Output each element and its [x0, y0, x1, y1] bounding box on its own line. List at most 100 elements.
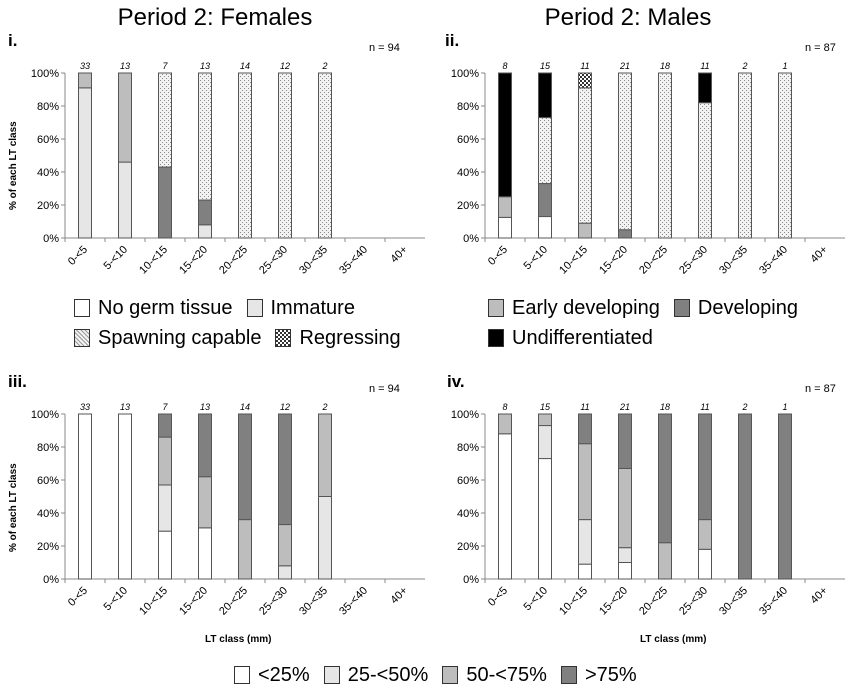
bar-segment	[498, 216, 512, 239]
bar-segment	[578, 87, 592, 224]
legend-swatch	[323, 666, 340, 684]
legend-swatch	[74, 299, 90, 317]
y-tick-label: 80%	[457, 101, 479, 113]
x-tick-label: 15-<20	[597, 585, 630, 618]
y-tick-label: 40%	[457, 167, 479, 179]
x-tick-label: 35-<40	[337, 244, 370, 277]
count-label: 2	[321, 61, 327, 71]
legend-item: Spawning capable	[74, 323, 261, 353]
count-label: 14	[240, 402, 250, 412]
legend-swatch	[673, 299, 690, 317]
n-label-iv: n = 87	[805, 383, 836, 395]
bar-segment	[578, 222, 592, 239]
bar-segment	[278, 72, 292, 239]
bar-segment	[738, 72, 752, 239]
bar-segment	[238, 413, 252, 521]
x-axis-title-iv: LT class (mm)	[640, 634, 707, 645]
x-tick-label: 25-<30	[257, 585, 290, 618]
bar-segment	[198, 199, 212, 226]
legend-item: <25%	[234, 660, 310, 690]
bar-segment	[738, 413, 752, 580]
bar-segment	[158, 484, 172, 532]
count-label: 11	[700, 61, 709, 71]
bar-segment	[158, 72, 172, 168]
left-column-title: Period 2: Females	[117, 4, 313, 31]
legend-item: Regressing	[275, 323, 401, 353]
bar-segment	[498, 433, 512, 580]
bar-segment	[158, 413, 172, 438]
legend-item: 50-<75%	[442, 660, 547, 690]
count-label: 1	[782, 402, 787, 412]
legend-swatch	[275, 329, 292, 347]
x-tick-label: 30-<35	[717, 585, 750, 618]
bar-segment	[158, 166, 172, 239]
legend-label: Early developing	[512, 296, 660, 319]
count-label: 2	[741, 61, 747, 71]
y-tick-label: 100%	[451, 68, 479, 80]
bar-segment	[698, 548, 712, 580]
bar-segment	[158, 436, 172, 486]
legend-label: >75%	[584, 663, 637, 686]
bar-segment	[318, 413, 332, 497]
count-label: 7	[162, 402, 168, 412]
legend-item: Early developing	[488, 293, 660, 323]
count-label: 13	[200, 402, 210, 412]
count-label: 13	[200, 61, 210, 71]
bar-segment	[538, 183, 552, 218]
panel-label-ii: ii.	[445, 31, 460, 50]
legend-item: 25-<50%	[323, 660, 428, 690]
y-tick-label: 80%	[37, 101, 59, 113]
n-label-i: n = 94	[369, 42, 400, 54]
x-tick-label: 5-<10	[522, 585, 551, 614]
right-column-title: Period 2: Males	[544, 4, 712, 31]
legend-label: Spawning capable	[98, 326, 262, 349]
legend-maturity-right: Early developing Developing Undifferentiat…	[488, 293, 848, 353]
x-tick-label: 10-<15	[557, 585, 590, 618]
legend-label: Regressing	[299, 326, 401, 349]
y-tick-label: 60%	[37, 475, 59, 487]
x-tick-label: 5-<10	[102, 244, 131, 273]
x-tick-label: 25-<30	[257, 244, 290, 277]
legend-label: <25%	[258, 663, 310, 686]
x-tick-label: 20-<25	[217, 244, 250, 277]
y-tick-label: 60%	[457, 475, 479, 487]
bar-segment	[118, 413, 132, 580]
x-tick-label: 35-<40	[337, 585, 370, 618]
x-tick-label: 0-<5	[66, 244, 90, 268]
bar-segment	[498, 72, 512, 198]
count-label: 7	[162, 61, 168, 71]
count-label: 18	[660, 402, 670, 412]
legend-swatch	[246, 299, 263, 317]
x-tick-label: 20-<25	[637, 244, 670, 277]
bar-segment	[498, 196, 512, 218]
bar-segment	[198, 476, 212, 529]
y-tick-label: 100%	[31, 409, 59, 421]
y-tick-label: 80%	[37, 442, 59, 454]
bar-segment	[618, 72, 632, 231]
y-tick-label: 20%	[457, 541, 479, 553]
bar-segment	[618, 547, 632, 564]
bar-segment	[498, 413, 512, 435]
y-tick-label: 60%	[457, 134, 479, 146]
plot-panel-2: 0% 20% 40% 60% 80% 100% 0-<5 8 5-<10 15 10-<15 11 15…	[451, 61, 845, 277]
x-tick-label: 10-<15	[137, 585, 170, 618]
n-label-ii: n = 87	[805, 42, 836, 54]
legend-item: Undifferentiated	[488, 323, 653, 353]
bar-segment	[278, 413, 292, 526]
panel-label-iv: iv.	[447, 372, 465, 391]
n-label-iii: n = 94	[369, 383, 400, 395]
count-label: 11	[700, 402, 709, 412]
y-tick-label: 0%	[463, 233, 479, 245]
bar-segment	[278, 524, 292, 567]
bar-segment	[578, 72, 592, 89]
bar-segment	[198, 527, 212, 580]
legend-swatch	[442, 666, 459, 684]
bar-segment	[698, 72, 712, 104]
panel-label-i: i.	[8, 31, 18, 50]
legend-swatch	[560, 666, 577, 684]
legend-item: Developing	[673, 293, 798, 323]
legend-swatch	[488, 299, 504, 317]
bar-segment	[578, 519, 592, 565]
legend-item: No germ tissue	[74, 293, 233, 323]
bar-segment	[538, 458, 552, 580]
